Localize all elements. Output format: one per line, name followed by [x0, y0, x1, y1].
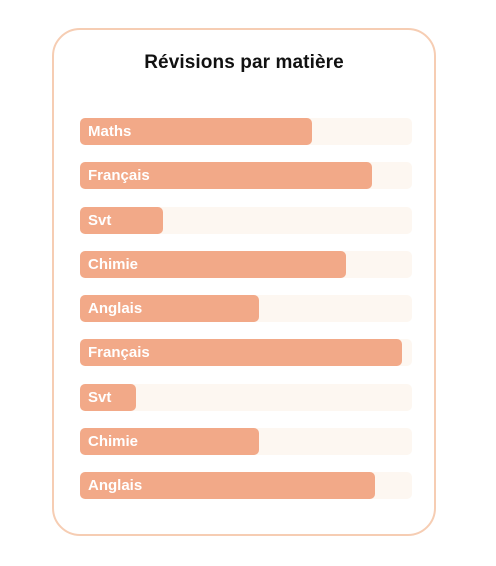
bar-label: Maths — [88, 123, 132, 140]
chart-card: Révisions par matière Maths Français Svt Ch… — [52, 28, 436, 536]
bar — [80, 118, 313, 145]
bar-label: Anglais — [88, 300, 143, 318]
bar-label: Chimie — [88, 433, 139, 451]
bar-label: Svt — [88, 211, 112, 229]
bar-row: Svt — [80, 383, 412, 411]
bar — [80, 472, 376, 500]
bar-list: Maths Français Svt Chimie Anglais Français Svt… — [80, 118, 412, 517]
bar-label: Chimie — [88, 255, 139, 273]
bar-row: Anglais — [80, 472, 412, 500]
bar-label: Français — [88, 167, 150, 185]
bar-row: Svt — [80, 206, 412, 234]
bar-row: Chimie — [80, 428, 412, 456]
bar — [80, 250, 346, 278]
bar-row: Maths — [80, 118, 412, 145]
bar-row: Chimie — [80, 250, 412, 278]
bar — [80, 206, 163, 234]
bar — [80, 428, 260, 456]
bar — [80, 339, 403, 367]
bar-label: Anglais — [88, 477, 143, 495]
bar-row: Anglais — [80, 295, 412, 323]
bar-label: Svt — [88, 388, 112, 406]
bar-row: Français — [80, 339, 412, 367]
bar — [80, 295, 260, 323]
bar — [80, 383, 137, 411]
chart-title: Révisions par matière — [144, 52, 344, 73]
bar-label: Français — [88, 344, 150, 362]
bar-row: Français — [80, 162, 412, 190]
bar — [80, 162, 373, 190]
